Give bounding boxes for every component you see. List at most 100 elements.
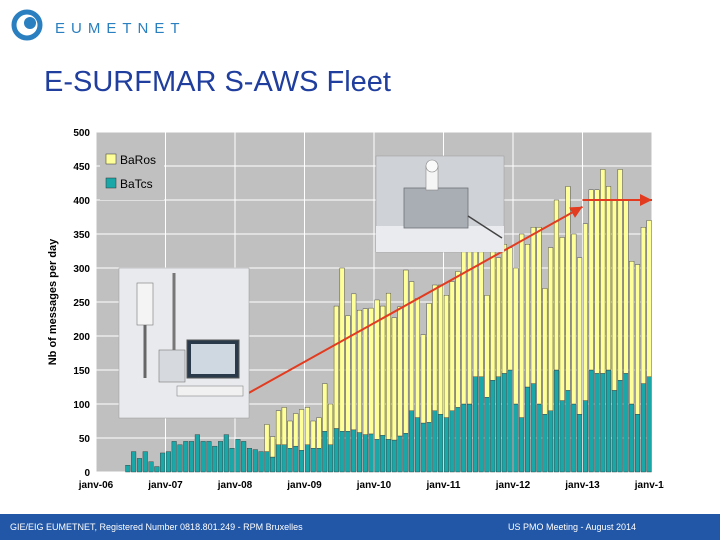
bar-batcs	[414, 417, 420, 473]
bar-batcs	[519, 417, 525, 473]
bar-baros	[542, 288, 548, 415]
bar-baros	[432, 284, 438, 412]
y-tick-label: 450	[73, 162, 90, 173]
bar-baros	[536, 226, 542, 405]
sensor-box	[403, 187, 469, 229]
bar-batcs	[177, 444, 183, 473]
bar-batcs	[299, 450, 305, 473]
bar-baros	[513, 267, 519, 405]
bar-batcs	[565, 390, 571, 473]
bar-baros	[293, 413, 299, 447]
y-tick-label: 300	[73, 264, 90, 275]
bar-batcs	[385, 439, 391, 473]
bar-baros	[565, 186, 571, 391]
bar-batcs	[131, 451, 137, 473]
cable	[467, 215, 503, 239]
bar-batcs	[484, 397, 490, 473]
bar-batcs	[339, 431, 345, 473]
bar-batcs	[183, 441, 189, 473]
bar-baros	[333, 305, 339, 429]
bar-baros	[548, 247, 554, 411]
bar-baros	[519, 233, 525, 418]
y-tick-label: 350	[73, 230, 90, 241]
bar-batcs	[160, 452, 166, 473]
bar-baros	[275, 410, 281, 445]
bar-batcs	[646, 376, 652, 473]
bar-baros	[391, 317, 397, 441]
bar-batcs	[171, 441, 177, 473]
bar-batcs	[594, 373, 600, 473]
bar-batcs	[501, 373, 507, 473]
bar-batcs	[443, 417, 449, 473]
x-tick-label: janv-11	[426, 480, 461, 491]
bar-batcs	[165, 451, 171, 473]
bar-batcs	[635, 414, 641, 473]
y-tick-label: 0	[84, 468, 90, 479]
legend-label: BaRos	[120, 153, 156, 167]
bar-batcs	[496, 376, 502, 473]
bar-batcs	[148, 461, 154, 473]
keyboard	[176, 385, 244, 397]
bar-batcs	[252, 449, 258, 473]
bar-batcs	[212, 445, 218, 473]
bar-baros	[600, 169, 606, 374]
bar-batcs	[490, 380, 496, 473]
bar-batcs	[275, 444, 281, 473]
bar-batcs	[246, 448, 252, 473]
bar-baros	[397, 306, 403, 437]
bar-baros	[316, 417, 322, 449]
x-tick-label: janv-06	[78, 480, 114, 491]
bar-batcs	[310, 448, 316, 473]
bar-baros	[368, 307, 374, 435]
bar-batcs	[351, 429, 357, 473]
bar-batcs	[617, 380, 623, 473]
bar-batcs	[438, 414, 444, 473]
y-tick-label: 50	[79, 434, 91, 445]
bar-batcs	[235, 439, 241, 473]
x-tick-label: janv-12	[495, 480, 531, 491]
bar-baros	[588, 189, 594, 371]
bar-baros	[629, 260, 635, 405]
bar-batcs	[478, 376, 484, 473]
bar-batcs	[524, 386, 530, 473]
bar-baros	[270, 436, 276, 458]
bar-batcs	[582, 400, 588, 473]
bar-batcs	[426, 422, 432, 473]
bar-baros	[345, 315, 351, 432]
bar-batcs	[316, 448, 322, 473]
bar-batcs	[218, 441, 224, 473]
bar-baros	[635, 264, 641, 415]
bar-baros	[264, 424, 270, 452]
eumetnet-logo-icon	[11, 9, 43, 41]
bar-baros	[623, 199, 629, 374]
bar-baros	[496, 257, 502, 378]
bar-baros	[484, 294, 490, 398]
x-tick-label: janv-14	[634, 480, 664, 491]
bar-baros	[467, 226, 473, 405]
bar-baros	[455, 271, 461, 408]
chart-svg: 0 50 100 150 200 250 300 350 400 450 500 janv-06 jan…	[47, 128, 670, 491]
bar-baros	[472, 243, 478, 378]
x-tick-label: janv-08	[217, 480, 253, 491]
x-tick-label: janv-07	[147, 480, 183, 491]
bar-baros	[606, 186, 612, 371]
bar-baros	[553, 199, 559, 371]
bar-batcs	[333, 428, 339, 473]
bar-batcs	[513, 403, 519, 473]
bar-baros	[310, 420, 316, 449]
bar-baros	[281, 407, 287, 445]
bar-baros	[420, 334, 426, 424]
footer-right-text: US PMO Meeting - August 2014	[508, 522, 637, 532]
bar-batcs	[536, 403, 542, 473]
bar-baros	[299, 409, 305, 451]
photo-ground	[376, 226, 504, 252]
bar-batcs	[530, 383, 536, 473]
sensor-shield	[136, 282, 154, 326]
bar-baros	[571, 233, 577, 405]
bar-batcs	[287, 448, 293, 473]
bar-batcs	[241, 441, 247, 473]
station-box	[158, 349, 186, 383]
bar-batcs	[264, 451, 270, 473]
bar-batcs	[362, 434, 368, 473]
bar-baros	[374, 299, 380, 440]
